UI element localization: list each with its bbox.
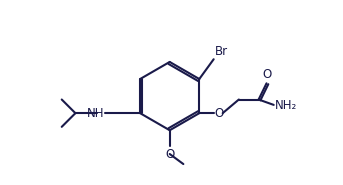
Text: NH₂: NH₂	[275, 99, 297, 112]
Text: O: O	[215, 107, 224, 120]
Text: O: O	[262, 68, 272, 81]
Text: O: O	[165, 148, 174, 161]
Text: NH: NH	[87, 107, 105, 120]
Text: Br: Br	[215, 45, 228, 58]
